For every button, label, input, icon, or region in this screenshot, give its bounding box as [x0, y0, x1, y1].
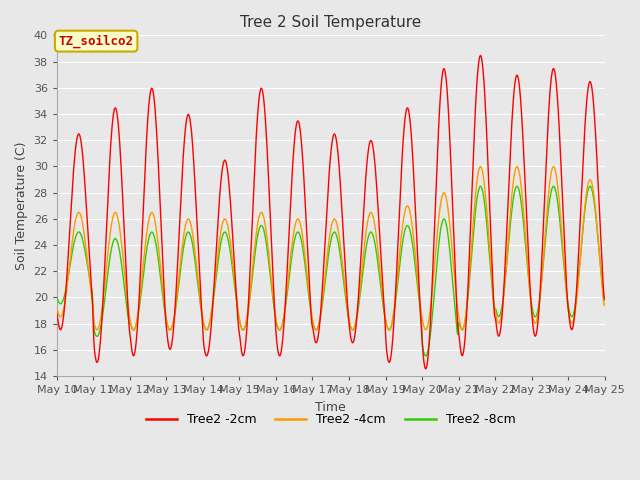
Tree2 -2cm — [422, 366, 429, 372]
Tree2 -8cm — [346, 323, 354, 329]
Tree2 -4cm — [513, 164, 521, 169]
Line: Tree2 -2cm: Tree2 -2cm — [57, 56, 604, 369]
Tree2 -8cm — [552, 192, 560, 197]
Tree2 -4cm — [600, 302, 608, 308]
Tree2 -2cm — [552, 83, 560, 88]
Tree2 -4cm — [206, 319, 214, 324]
Tree2 -8cm — [53, 295, 61, 301]
Tree2 -8cm — [600, 298, 608, 303]
Tree2 -2cm — [490, 306, 498, 312]
Tree2 -4cm — [568, 320, 575, 326]
Tree2 -2cm — [600, 296, 608, 302]
Tree2 -8cm — [513, 183, 521, 189]
Tree2 -4cm — [166, 327, 174, 333]
Tree2 -2cm — [53, 311, 61, 317]
Tree2 -2cm — [346, 332, 354, 337]
Line: Tree2 -8cm: Tree2 -8cm — [57, 186, 604, 356]
Tree2 -4cm — [347, 323, 355, 329]
Tree2 -8cm — [422, 353, 429, 359]
Tree2 -8cm — [358, 275, 366, 280]
Tree2 -4cm — [53, 306, 61, 312]
Legend: Tree2 -2cm, Tree2 -4cm, Tree2 -8cm: Tree2 -2cm, Tree2 -4cm, Tree2 -8cm — [141, 408, 521, 431]
Tree2 -2cm — [477, 53, 484, 59]
Tree2 -2cm — [358, 232, 366, 238]
Y-axis label: Soil Temperature (C): Soil Temperature (C) — [15, 142, 28, 270]
Tree2 -4cm — [490, 300, 498, 305]
Tree2 -2cm — [568, 327, 575, 333]
Tree2 -4cm — [358, 262, 366, 267]
Tree2 -8cm — [568, 314, 575, 320]
Text: TZ_soilco2: TZ_soilco2 — [59, 35, 134, 48]
Tree2 -8cm — [205, 321, 213, 326]
Tree2 -4cm — [552, 174, 560, 180]
Line: Tree2 -4cm: Tree2 -4cm — [57, 167, 604, 330]
X-axis label: Time: Time — [316, 400, 346, 413]
Tree2 -8cm — [490, 302, 498, 308]
Title: Tree 2 Soil Temperature: Tree 2 Soil Temperature — [240, 15, 421, 30]
Tree2 -2cm — [205, 341, 213, 347]
